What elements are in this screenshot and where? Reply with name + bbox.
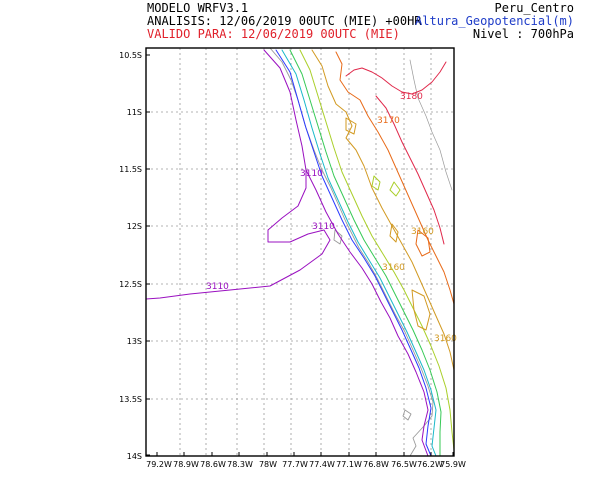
contour-3150 <box>299 49 454 451</box>
coast-bay <box>333 229 343 245</box>
lon-label: 78W <box>259 460 277 469</box>
contour-3170 <box>335 51 454 305</box>
analysis-label: ANALISIS: 12/06/2019 00UTC (MIE) +00HR <box>147 14 422 28</box>
lon-label: 76.2W <box>417 460 443 469</box>
lon-label: 78.9W <box>173 460 199 469</box>
lon-gridlines <box>179 48 432 456</box>
lat-label: 11S <box>127 108 142 117</box>
contour-3160-loop3 <box>345 117 357 135</box>
coast-island <box>402 409 412 421</box>
contour-3140 <box>289 49 442 456</box>
lat-label: 11.5S <box>119 165 142 174</box>
lat-label: 12.5S <box>119 280 142 289</box>
contour-3160-loop2 <box>389 223 399 243</box>
contour-3130 <box>281 49 437 456</box>
contour-label: 3110 <box>300 169 323 179</box>
lat-labels: 10.5S 11S 11.5S 12S 12.5S 13S 13.5S 14S <box>119 51 142 461</box>
valid-label: VALIDO PARA: 12/06/2019 00UTC (MIE) <box>147 27 400 41</box>
contour-3180-b <box>375 95 445 245</box>
lon-label: 77.1W <box>336 460 362 469</box>
lon-label: 78.6W <box>200 460 226 469</box>
lon-label: 76.5W <box>391 460 417 469</box>
contour-3180 <box>345 61 447 95</box>
lat-gridlines <box>146 111 454 400</box>
level-label: Nivel : 700hPa <box>472 27 574 41</box>
lon-label: 76.8W <box>363 460 389 469</box>
lat-ticks <box>146 54 150 456</box>
contour-label: 3160 <box>434 334 457 344</box>
map-frame <box>145 47 455 457</box>
lon-labels: 79.2W 78.9W 78.6W 78.3W 78W 77.7W 77.4W … <box>146 460 466 469</box>
model-title: MODELO WRFV3.1 <box>147 1 249 15</box>
contour-3120 <box>275 49 432 456</box>
contour-3160 <box>311 49 454 371</box>
lat-label: 14S <box>127 452 142 461</box>
lat-label: 13.5S <box>119 395 142 404</box>
lat-label: 10.5S <box>119 51 142 60</box>
contour-3170-loop <box>415 229 431 257</box>
lon-ticks <box>156 452 454 456</box>
contour-3160-loop <box>411 289 431 331</box>
contour-label: 3170 <box>377 116 400 126</box>
contour-label: 3160 <box>411 227 434 237</box>
contour-label: 3180 <box>400 92 423 102</box>
contour-3150-blob <box>371 175 401 197</box>
lon-label: 75.9W <box>440 460 466 469</box>
lon-label: 77.4W <box>309 460 335 469</box>
contour-3110-main <box>305 169 429 456</box>
lat-label: 13S <box>127 337 142 346</box>
coastline <box>269 48 434 456</box>
variable-label: Altura_Geopotencial(m) <box>415 14 574 28</box>
lat-label: 12S <box>127 222 142 231</box>
contour-3110 <box>146 49 331 300</box>
lon-label: 78.3W <box>227 460 253 469</box>
lon-label: 79.2W <box>146 460 172 469</box>
contour-label: 3110 <box>312 222 335 232</box>
contour-label: 3110 <box>206 282 229 292</box>
contour-labels: 3110 3110 3110 3160 3160 3160 3170 3180 <box>206 92 457 344</box>
border-line <box>409 59 453 191</box>
lon-label: 77.7W <box>282 460 308 469</box>
domain-label: Peru_Centro <box>494 1 574 15</box>
contour-label: 3160 <box>382 263 405 273</box>
